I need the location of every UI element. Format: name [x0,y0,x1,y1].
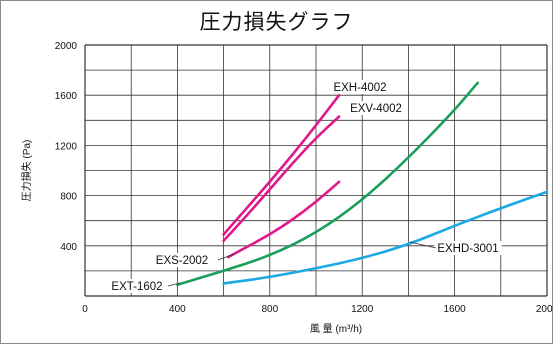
series-label-bg [345,101,407,115]
series-line-ext-1602 [176,81,479,287]
series-label-exh-4002: EXH-4002 [333,82,386,94]
grid [84,44,548,297]
x-tick-label: 0 [82,304,88,315]
series-line-exh-4002 [222,93,341,236]
series-label-leader [167,282,181,287]
x-tick-label: 400 [169,304,186,315]
series-line-exhd-3001 [222,190,549,285]
series-label-ext-1602: EXT-1602 [111,281,162,293]
y-tick-label: 800 [60,192,77,203]
x-tick-label: 1200 [351,304,374,315]
series-label-bg [329,80,391,94]
series-label-bg [434,241,502,255]
x-axis-label: 風 量 (m³/h) [310,323,362,335]
chart-title: 圧力損失グラフ [199,11,354,34]
y-tick-label: 1600 [55,91,78,102]
x-tick-label: 2000 [536,304,553,315]
series-label-exhd-3001: EXHD-3001 [437,243,498,255]
series-label-leader [409,241,437,249]
series-line-exs-2002 [226,180,341,259]
y-tick-label: 400 [60,242,77,253]
series-label-leader [217,253,235,261]
series-labels: EXH-4002 EXV-4002 EXS-2002 EXT-1602 EXHD-300… [106,80,502,293]
series-label-exv-4002: EXV-4002 [350,103,402,115]
y-axis-label: 圧力損失 (Pa) [20,140,33,202]
y-tick-label: 1200 [55,141,78,152]
y-tick-label: 2000 [55,41,78,52]
tick-labels: 0 400 800 1200 1600 2000 400 800 1200 1600 2000 [55,41,553,315]
series-lines [176,81,549,287]
series-label-bg [106,279,168,293]
series-label-exs-2002: EXS-2002 [156,255,208,267]
series-label-bg [151,253,213,267]
x-tick-label: 800 [261,304,278,315]
x-tick-label: 1600 [443,304,466,315]
series-line-exv-4002 [222,115,341,243]
